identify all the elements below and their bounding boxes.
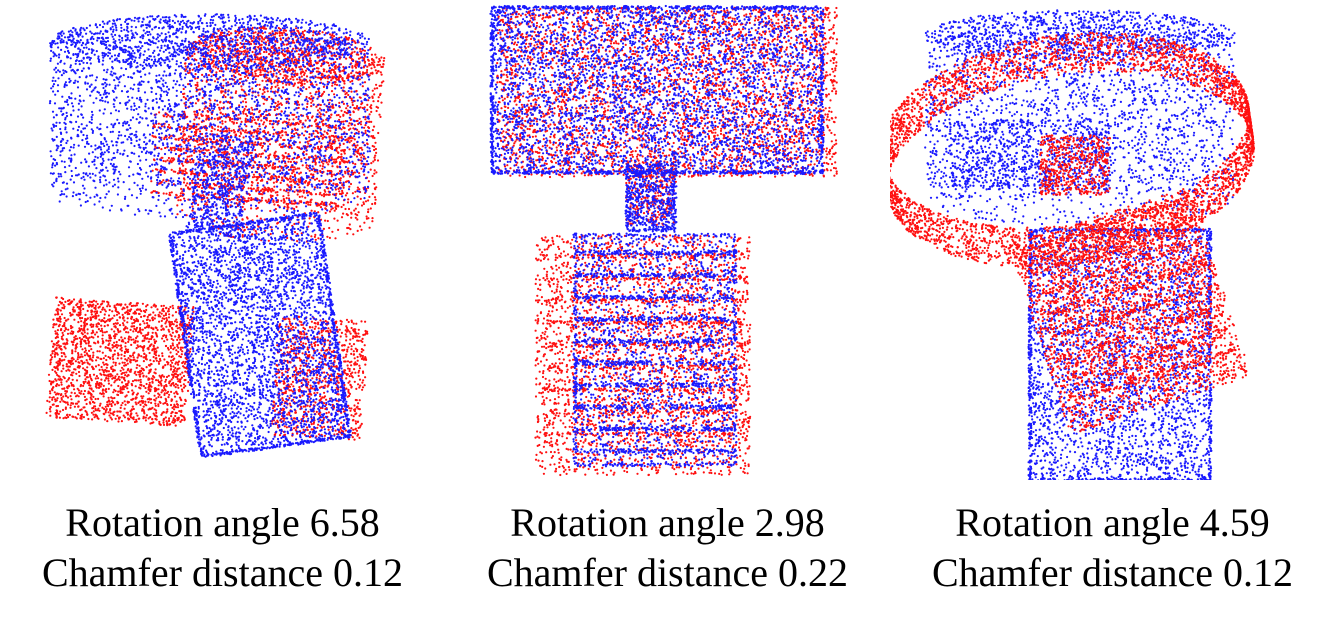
point-cloud-render-2 [489,4,839,477]
point-cloud-render-3 [890,9,1256,480]
red-point-cloud [496,5,839,477]
blue-point-cloud [923,9,1236,480]
rotation-angle-label: Rotation angle 4.59 [890,498,1335,548]
blue-point-cloud [489,4,825,468]
caption-1: Rotation angle 6.58 Chamfer distance 0.1… [0,498,445,598]
red-point-cloud [890,31,1256,433]
figure-panel-1: Rotation angle 6.58 Chamfer distance 0.1… [0,0,445,622]
point-cloud-render-1 [45,13,386,458]
caption-3: Rotation angle 4.59 Chamfer distance 0.1… [890,498,1335,598]
figure-panel-2: Rotation angle 2.98 Chamfer distance 0.2… [445,0,890,622]
chamfer-distance-label: Chamfer distance 0.12 [890,548,1335,598]
rotation-angle-label: Rotation angle 2.98 [445,498,890,548]
chamfer-distance-label: Chamfer distance 0.12 [0,548,445,598]
blue-point-cloud [48,13,372,458]
chamfer-distance-label: Chamfer distance 0.22 [445,548,890,598]
rotation-angle-label: Rotation angle 6.58 [0,498,445,548]
caption-2: Rotation angle 2.98 Chamfer distance 0.2… [445,498,890,598]
figure-panel-3: Rotation angle 4.59 Chamfer distance 0.1… [890,0,1335,622]
